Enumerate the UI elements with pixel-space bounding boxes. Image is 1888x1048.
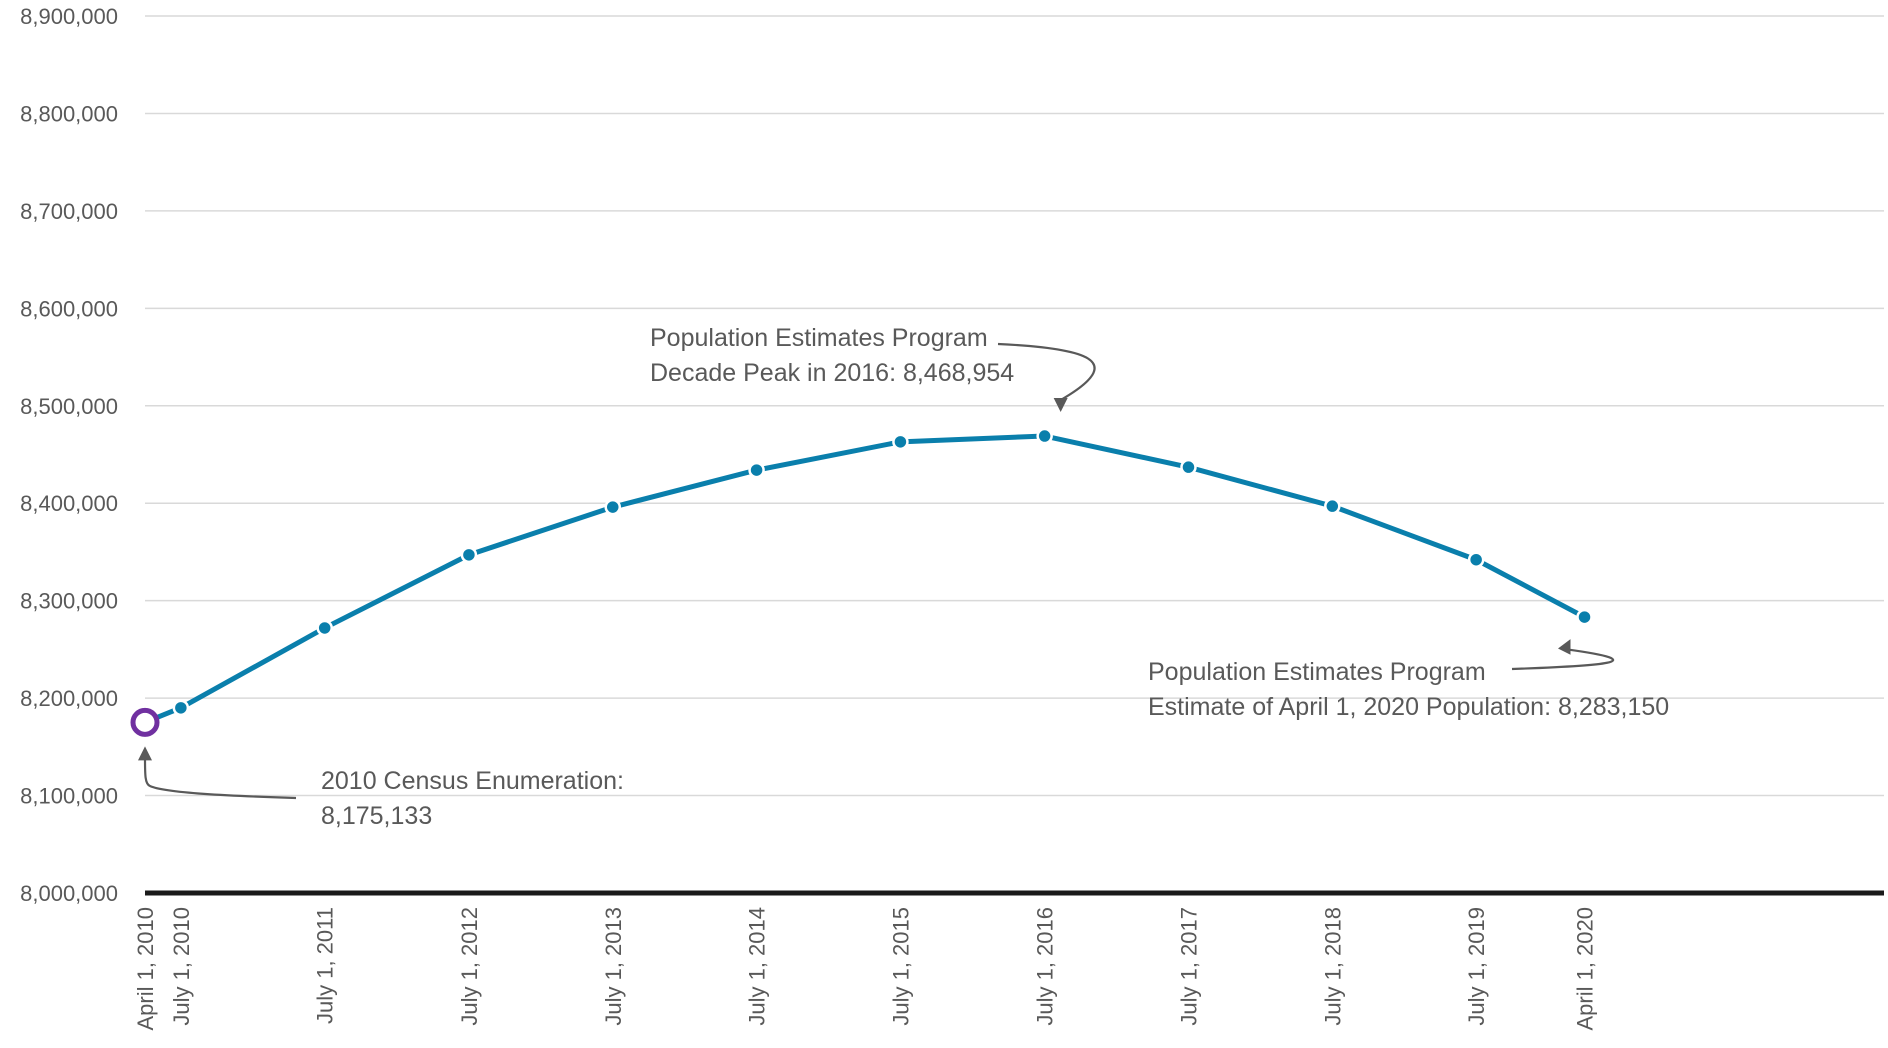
data-point [604, 498, 622, 516]
data-point [1576, 608, 1593, 626]
y-tick-label: 8,400,000 [20, 491, 118, 516]
pointer-arrowhead [1557, 639, 1571, 655]
x-tick-label: July 1, 2015 [888, 907, 913, 1026]
annotation-text: Decade Peak in 2016: 8,468,954 [650, 359, 1014, 387]
x-tick-label: July 1, 2011 [313, 907, 338, 1024]
data-point [1036, 427, 1053, 445]
x-tick-label: July 1, 2016 [1033, 907, 1058, 1026]
annotation-text: Population Estimates Program [1148, 658, 1486, 686]
y-tick-label: 8,600,000 [20, 296, 118, 321]
annotation-text: 2010 Census Enumeration: [321, 767, 624, 795]
pointer-line [1511, 647, 1615, 671]
gridlines [145, 15, 1884, 896]
x-tick-label: July 1, 2018 [1320, 907, 1345, 1026]
annotation-2020-estimate: Population Estimates Program Estimate of … [1148, 639, 1669, 721]
census-2010-point [130, 707, 160, 737]
data-point [316, 619, 333, 637]
y-tick-label: 8,800,000 [20, 101, 118, 126]
x-tick-label: July 1, 2010 [169, 907, 194, 1026]
pointer-line [997, 342, 1096, 401]
annotation-text: 8,175,133 [321, 802, 432, 830]
data-point [1180, 458, 1197, 476]
y-tick-label: 8,300,000 [20, 589, 118, 614]
series-line [142, 433, 1588, 725]
y-axis-tick-labels: 8,000,000 8,100,000 8,200,000 8,300,000 8,40… [20, 4, 118, 906]
annotation-text: Estimate of April 1, 2020 Population: 8,… [1148, 693, 1669, 721]
x-tick-label: April 1, 2020 [1573, 907, 1598, 1031]
series-points [130, 427, 1593, 737]
pointer-arrowhead [1053, 398, 1068, 413]
y-tick-label: 8,500,000 [20, 394, 118, 419]
x-tick-label: July 1, 2012 [457, 907, 482, 1026]
y-tick-label: 8,200,000 [20, 686, 118, 711]
x-tick-label: July 1, 2014 [745, 907, 770, 1026]
data-point [892, 433, 909, 451]
annotation-text: Population Estimates Program [650, 324, 988, 352]
y-tick-label: 8,900,000 [20, 4, 118, 29]
y-tick-label: 8,000,000 [20, 881, 118, 906]
pointer-arrowhead [138, 746, 152, 761]
pointer-line [143, 758, 297, 800]
data-point [172, 699, 190, 717]
x-tick-label: July 1, 2017 [1176, 907, 1201, 1026]
x-tick-label: April 1, 2010 [133, 907, 158, 1031]
annotations: Population Estimates Program Decade Peak … [138, 324, 1669, 830]
y-tick-label: 8,700,000 [20, 199, 118, 224]
data-point [460, 546, 478, 564]
x-tick-label: July 1, 2013 [601, 907, 626, 1026]
x-tick-label: July 1, 2019 [1464, 907, 1489, 1026]
data-point [1467, 551, 1485, 568]
data-point [748, 461, 765, 479]
series-line-path [142, 433, 1588, 725]
data-point [1324, 497, 1341, 515]
x-axis-tick-labels: April 1, 2010 July 1, 2010 July 1, 2011 Jul… [133, 907, 1598, 1031]
annotation-2010-census: 2010 Census Enumeration: 8,175,133 [138, 746, 624, 830]
annotation-peak: Population Estimates Program Decade Peak … [650, 324, 1096, 413]
y-tick-label: 8,100,000 [20, 784, 118, 809]
